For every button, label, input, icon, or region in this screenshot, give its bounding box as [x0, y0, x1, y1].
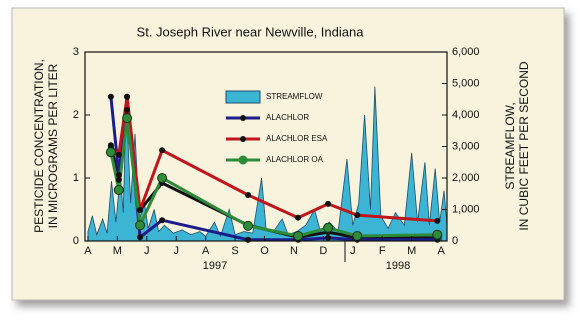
- marker: [159, 147, 166, 154]
- y2-tick-label: 2,000: [452, 172, 480, 184]
- marker: [113, 184, 124, 195]
- x-tick-label: O: [260, 245, 269, 257]
- marker: [352, 230, 363, 241]
- y-label-line: PESTICIDE CONCENTRATION,: [32, 59, 46, 233]
- x-tick-label: A: [202, 245, 210, 257]
- legend-label: STREAMFLOW: [266, 92, 323, 101]
- y2-axis-label: STREAMFLOW, IN CUBIC FEET PER SECOND: [503, 61, 531, 230]
- x-tick-label: M: [113, 245, 122, 257]
- x-tick-label: N: [290, 245, 298, 257]
- panel: [11, 7, 565, 301]
- marker: [295, 214, 302, 221]
- y2-label-line: STREAMFLOW,: [503, 102, 517, 189]
- marker: [135, 220, 146, 231]
- x-tick-label: J: [144, 245, 150, 257]
- marker: [124, 106, 131, 113]
- x-tick-label: M: [407, 245, 416, 257]
- legend-label: ALACHLOR OA: [266, 155, 324, 164]
- series-line: [109, 96, 438, 223]
- marker: [115, 151, 122, 158]
- y2-tick-label: 0: [452, 235, 458, 247]
- marker: [245, 236, 252, 243]
- y-label-line: IN MICROGRAMS PER LITER: [46, 63, 60, 228]
- x-tick-label: J: [350, 245, 356, 257]
- y2-label-line: IN CUBIC FEET PER SECOND: [517, 61, 531, 230]
- marker: [245, 192, 252, 199]
- marker: [157, 173, 168, 183]
- x-tick-label: A: [84, 245, 92, 257]
- marker: [434, 217, 441, 224]
- marker: [159, 217, 166, 224]
- y2-tick-label: 6,000: [452, 46, 480, 58]
- y-tick-label: 3: [73, 46, 79, 58]
- marker: [293, 230, 304, 241]
- y2-tick-label: 5,000: [452, 77, 480, 89]
- year-label: 1998: [386, 260, 410, 272]
- marker: [107, 93, 114, 100]
- legend-marker: [240, 136, 246, 142]
- x-tick-label: A: [437, 245, 445, 257]
- marker: [124, 93, 131, 100]
- y-tick-label: 2: [73, 109, 79, 121]
- marker: [115, 176, 122, 183]
- marker: [137, 234, 144, 241]
- x-tick-label: J: [173, 245, 179, 257]
- year-label: 1997: [203, 260, 227, 272]
- marker: [105, 147, 116, 158]
- y-tick-label: 0: [73, 235, 79, 247]
- marker: [122, 113, 133, 124]
- legend-marker: [240, 115, 246, 121]
- chart-title: St. Joseph River near Newville, Indiana: [137, 24, 365, 39]
- legend-label: ALACHLOR: [266, 113, 309, 122]
- marker: [325, 234, 332, 241]
- x-tick-label: S: [231, 245, 238, 257]
- marker: [243, 220, 254, 231]
- marker: [432, 229, 443, 240]
- legend-marker: [238, 155, 248, 165]
- series-line: [109, 117, 438, 238]
- x-tick-label: F: [379, 245, 386, 257]
- legend-label: ALACHLOR ESA: [266, 134, 328, 143]
- y2-tick-label: 1,000: [452, 203, 480, 215]
- marker: [325, 200, 332, 207]
- marker: [115, 171, 122, 178]
- legend-swatch: [225, 90, 261, 104]
- x-tick-label: D: [319, 245, 327, 257]
- marker: [354, 212, 361, 219]
- y-axis-label: PESTICIDE CONCENTRATION, IN MICROGRAMS P…: [32, 59, 60, 233]
- y2-tick-label: 4,000: [452, 109, 480, 121]
- marker: [323, 222, 334, 233]
- y-tick-label: 1: [73, 172, 79, 184]
- y2-tick-label: 3,000: [452, 140, 480, 152]
- marker: [137, 207, 144, 214]
